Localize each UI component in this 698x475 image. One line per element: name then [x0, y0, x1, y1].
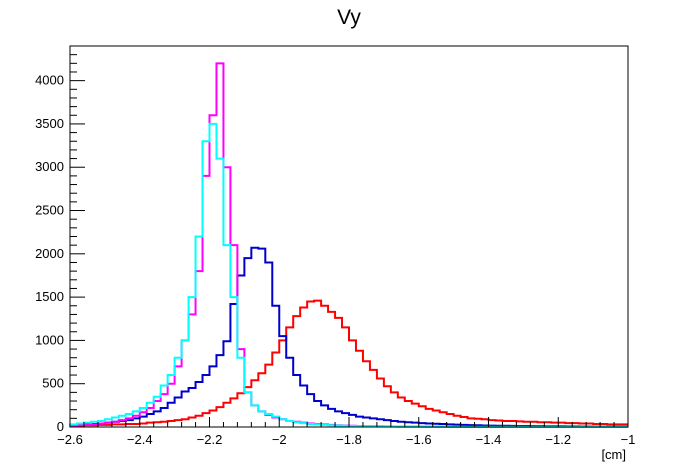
series-3-line	[69, 62, 628, 428]
x-tick-label: −2.4	[127, 432, 153, 447]
x-axis: −2.6 −2.4 −2.2 −2 −1.8 −1.6 −1.4 −1.2 −1	[57, 417, 635, 447]
x-tick-label: −2.2	[197, 432, 223, 447]
y-tick-label: 0	[57, 419, 64, 434]
plot-frame	[69, 45, 629, 428]
y-tick-label: 4000	[35, 73, 64, 88]
x-tick-label: −1.8	[336, 432, 362, 447]
x-tick-label: −1.6	[406, 432, 432, 447]
chart-title: Vy	[337, 6, 361, 29]
y-tick-label: 3000	[35, 159, 64, 174]
y-tick-label: 2500	[35, 203, 64, 218]
y-tick-label: 2000	[35, 246, 64, 261]
x-axis-title: [cm]	[601, 447, 626, 462]
x-tick-label: −1.2	[545, 432, 571, 447]
y-tick-label: 500	[42, 376, 64, 391]
y-tick-label: 1500	[35, 289, 64, 304]
y-axis: 0 500 1000 1500 2000 2500 3000 3500 4000	[35, 45, 85, 434]
x-tick-label: −1	[621, 432, 636, 447]
series-2-line	[69, 246, 628, 428]
series-layer	[69, 62, 628, 428]
x-tick-label: −1.4	[476, 432, 502, 447]
series-1-line	[69, 299, 628, 427]
x-tick-label: −2.6	[57, 432, 83, 447]
y-tick-label: 1000	[35, 332, 64, 347]
series-4-line	[69, 122, 628, 428]
x-tick-label: −2	[272, 432, 287, 447]
y-tick-label: 3500	[35, 116, 64, 131]
